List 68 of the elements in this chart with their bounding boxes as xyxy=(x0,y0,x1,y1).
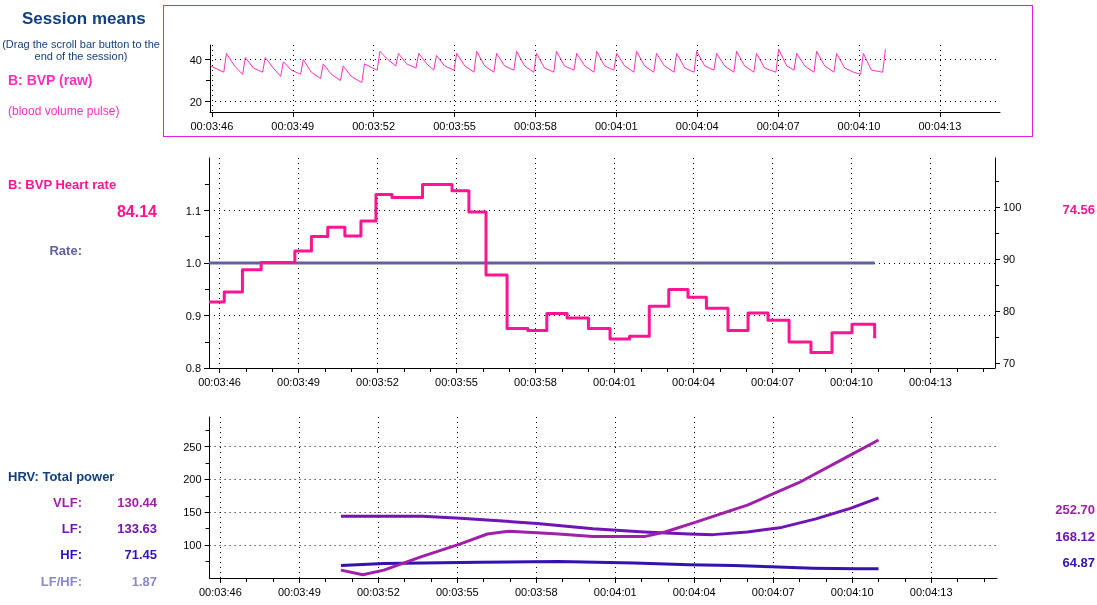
x-tick-label: 00:04:01 xyxy=(593,585,637,598)
text: LF: xyxy=(61,521,82,536)
y2-tick-label: 70 xyxy=(1003,356,1016,369)
x-tick-label: 00:04:13 xyxy=(909,585,953,598)
y2-tick-label: 80 xyxy=(1003,304,1016,317)
x-tick-label: 00:03:49 xyxy=(277,375,320,388)
x-tick-label: 00:03:52 xyxy=(356,375,399,388)
x-tick-label: 00:03:58 xyxy=(514,119,557,132)
text: (blood volume pulse) xyxy=(8,104,120,118)
y-tick-label: 200 xyxy=(183,473,202,486)
text: 84.14 xyxy=(116,203,157,221)
x-tick-label: 00:04:01 xyxy=(594,119,638,132)
text: 168.12 xyxy=(1055,529,1095,544)
x-tick-label: 00:03:55 xyxy=(435,585,479,598)
y-tick-label: 1.0 xyxy=(185,257,201,269)
x-tick-label: 00:03:49 xyxy=(277,585,321,598)
x-tick-label: 00:03:52 xyxy=(352,119,396,132)
text: B: BVP (raw) xyxy=(8,72,93,88)
text: 64.87 xyxy=(1062,555,1095,570)
x-tick-label: 00:03:58 xyxy=(514,585,558,598)
text: Rate: xyxy=(49,243,82,258)
line-series xyxy=(339,496,881,537)
line-series xyxy=(210,48,886,84)
x-tick-label: 00:03:58 xyxy=(514,375,557,388)
text: 74.56 xyxy=(1062,202,1095,217)
text: HF: xyxy=(60,547,82,562)
text: (Drag the scroll bar button to the end of the session) xyxy=(2,38,160,62)
chart-title: Session means xyxy=(22,9,146,29)
text: LF/HF: xyxy=(40,574,82,589)
x-tick-label: 00:03:55 xyxy=(433,119,476,132)
text: 130.44 xyxy=(117,495,157,510)
x-tick-label: 00:03:52 xyxy=(356,585,400,598)
x-tick-label: 00:04:10 xyxy=(830,375,873,388)
text: 71.45 xyxy=(124,547,157,562)
text: 252.70 xyxy=(1055,502,1095,517)
x-tick-label: 00:04:04 xyxy=(672,375,715,388)
y-tick-label: 250 xyxy=(183,440,202,453)
text: B: BVP Heart rate xyxy=(8,177,117,192)
x-tick-label: 00:04:13 xyxy=(909,375,952,388)
x-tick-label: 00:04:07 xyxy=(751,585,795,598)
x-tick-label: 00:04:07 xyxy=(751,375,794,388)
y2-tick-label: 90 xyxy=(1003,252,1016,265)
text: VLF: xyxy=(53,495,82,510)
x-tick-label: 00:04:07 xyxy=(756,119,800,132)
y-tick-label: 100 xyxy=(183,539,202,552)
x-tick-label: 00:04:04 xyxy=(672,585,716,598)
y-tick-label: 40 xyxy=(189,53,202,66)
y2-tick-label: 100 xyxy=(1003,200,1022,213)
x-tick-label: 00:03:46 xyxy=(198,585,242,598)
x-tick-label: 00:04:10 xyxy=(830,585,874,598)
text: 1.87 xyxy=(131,574,157,589)
x-tick-label: 00:04:13 xyxy=(918,119,962,132)
y-tick-label: 0.9 xyxy=(185,309,201,322)
x-tick-label: 00:03:46 xyxy=(190,119,234,132)
x-tick-label: 00:04:04 xyxy=(675,119,719,132)
text: HRV: Total power xyxy=(8,469,115,484)
x-tick-label: 00:03:49 xyxy=(271,119,315,132)
x-tick-label: 00:04:10 xyxy=(837,119,881,132)
x-tick-label: 00:04:01 xyxy=(593,375,636,388)
x-tick-label: 00:03:46 xyxy=(198,375,241,388)
y-tick-label: 150 xyxy=(183,506,202,519)
y-tick-label: 0.8 xyxy=(185,362,201,374)
line-series xyxy=(339,438,881,577)
y-tick-label: 1.1 xyxy=(185,204,201,217)
text: 133.63 xyxy=(117,521,157,536)
line-series xyxy=(339,560,881,571)
x-tick-label: 00:03:55 xyxy=(435,375,478,388)
y-tick-label: 20 xyxy=(189,95,202,108)
